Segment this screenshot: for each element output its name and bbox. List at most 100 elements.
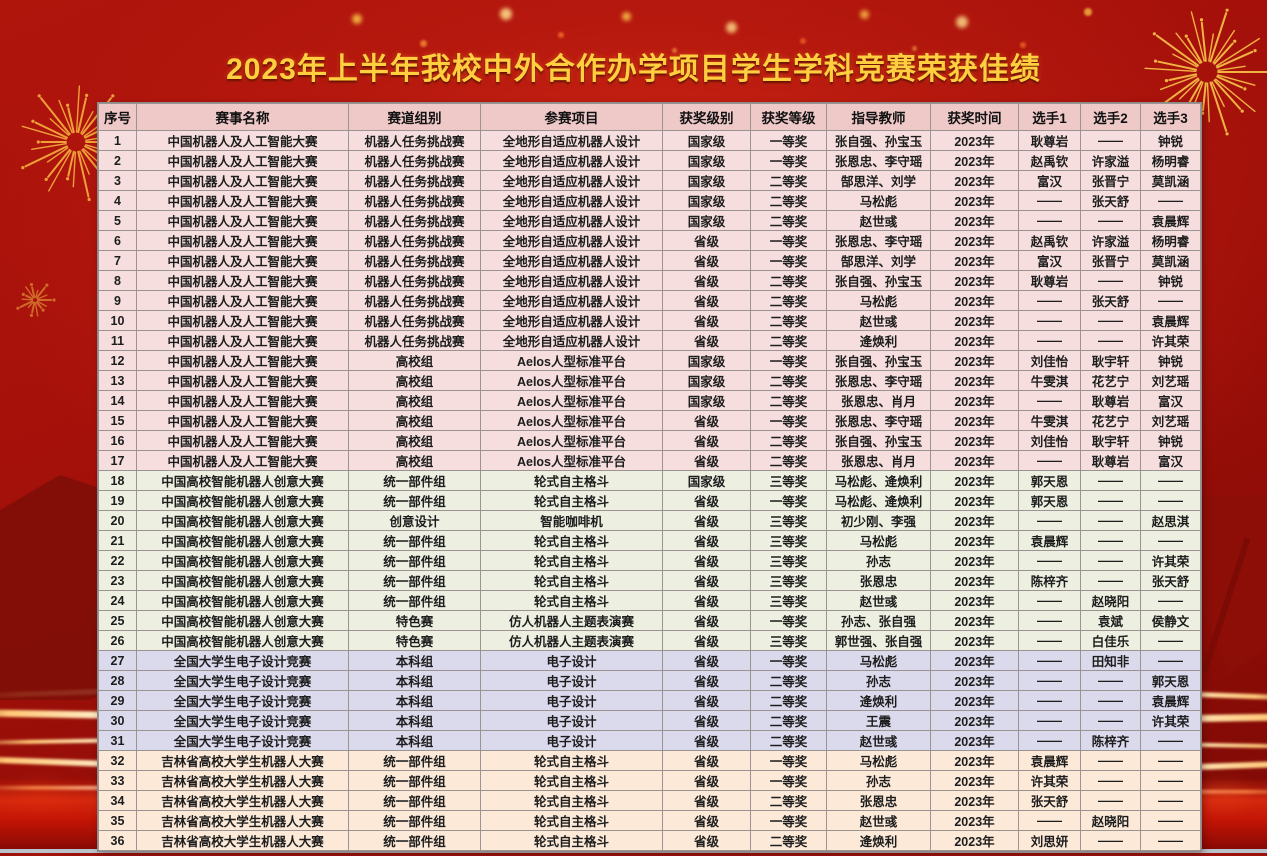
table-cell: 省级 [662, 330, 751, 351]
table-cell: 轮式自主格斗 [480, 570, 663, 591]
table-cell: —— [1140, 490, 1201, 511]
table-cell: 赵世彧 [826, 210, 931, 231]
table-cell: 张自强、孙宝玉 [826, 270, 931, 291]
table-cell: 二等奖 [750, 170, 827, 191]
row-number-cell: 36 [98, 830, 137, 851]
table-cell: Aelos人型标准平台 [480, 410, 663, 431]
row-number-cell: 32 [98, 750, 137, 771]
table-row: 26 中国高校智能机器人创意大赛 特色赛 仿人机器人主题表演赛 省级 三等奖 郭世强、张自强… [98, 630, 1201, 651]
table-cell: —— [1140, 650, 1201, 671]
table-cell: 逄焕利 [826, 830, 931, 851]
row-number-cell: 14 [98, 390, 137, 411]
table-cell: 张恩忠 [826, 790, 931, 811]
table-cell: —— [1140, 590, 1201, 611]
table-row: 19 中国高校智能机器人创意大赛 统一部件组 轮式自主格斗 省级 一等奖 马松彪、逄焕利 20… [98, 490, 1201, 511]
table-cell: 赵世彧 [826, 590, 931, 611]
column-header: 赛事名称 [136, 103, 349, 131]
table-cell: 全地形自适应机器人设计 [480, 170, 663, 191]
table-cell: 中国高校智能机器人创意大赛 [136, 550, 349, 571]
table-cell: 中国机器人及人工智能大赛 [136, 190, 349, 211]
table-cell: 2023年 [930, 730, 1019, 751]
table-row: 34 吉林省高校大学生机器人大赛 统一部件组 轮式自主格斗 省级 二等奖 张恩忠 2023年张… [98, 790, 1201, 811]
table-cell: —— [1140, 530, 1201, 551]
table-cell: 2023年 [930, 810, 1019, 831]
table-cell: 白佳乐 [1080, 630, 1141, 651]
table-cell: 中国机器人及人工智能大赛 [136, 250, 349, 271]
table-cell: 省级 [662, 250, 751, 271]
table-row: 21 中国高校智能机器人创意大赛 统一部件组 轮式自主格斗 省级 三等奖 马松彪 2023年袁… [98, 530, 1201, 551]
table-cell: 全国大学生电子设计竞赛 [136, 670, 349, 691]
table-cell: —— [1018, 550, 1081, 571]
table-cell: 国家级 [662, 130, 751, 151]
table-cell: 省级 [662, 290, 751, 311]
table-cell: 机器人任务挑战赛 [348, 130, 481, 151]
table-cell: 二等奖 [750, 290, 827, 311]
table-cell: 2023年 [930, 150, 1019, 171]
table-cell: 张天舒 [1080, 190, 1141, 211]
table-cell: 省级 [662, 710, 751, 731]
table-cell: —— [1080, 710, 1141, 731]
table-cell: 一等奖 [750, 650, 827, 671]
column-header: 选手2 [1080, 103, 1141, 131]
row-number-cell: 23 [98, 570, 137, 591]
table-cell: 国家级 [662, 390, 751, 411]
table-cell: 2023年 [930, 610, 1019, 631]
table-cell: 机器人任务挑战赛 [348, 330, 481, 351]
table-cell: 三等奖 [750, 570, 827, 591]
table-cell: 钟锐 [1140, 270, 1201, 291]
table-cell: 电子设计 [480, 710, 663, 731]
table-cell: 2023年 [930, 430, 1019, 451]
table-cell: 马松彪 [826, 190, 931, 211]
table-cell: 2023年 [930, 710, 1019, 731]
table-row: 6 中国机器人及人工智能大赛 机器人任务挑战赛 全地形自适应机器人设计 省级 一等奖 张恩忠… [98, 230, 1201, 251]
table-cell: 富汉 [1140, 390, 1201, 411]
table-cell: 中国高校智能机器人创意大赛 [136, 510, 349, 531]
table-cell: 袁晨辉 [1140, 210, 1201, 231]
table-cell: 中国机器人及人工智能大赛 [136, 270, 349, 291]
table-cell: 电子设计 [480, 670, 663, 691]
table-cell: —— [1140, 750, 1201, 771]
table-cell: 三等奖 [750, 590, 827, 611]
table-row: 16 中国机器人及人工智能大赛 高校组 Aelos人型标准平台 省级 二等奖 张自强、孙宝玉… [98, 430, 1201, 451]
table-cell: 张自强、孙宝玉 [826, 130, 931, 151]
table-cell: 王震 [826, 710, 931, 731]
table-cell: 中国机器人及人工智能大赛 [136, 230, 349, 251]
table-cell: 吉林省高校大学生机器人大赛 [136, 770, 349, 791]
table-cell: —— [1018, 510, 1081, 531]
row-number-cell: 12 [98, 350, 137, 371]
column-header: 序号 [98, 103, 137, 131]
table-cell: 陈梓齐 [1080, 730, 1141, 751]
table-cell: 马松彪、逄焕利 [826, 470, 931, 491]
table-cell: 中国机器人及人工智能大赛 [136, 210, 349, 231]
column-header: 选手3 [1140, 103, 1201, 131]
table-cell: 电子设计 [480, 650, 663, 671]
table-cell: —— [1140, 730, 1201, 751]
table-cell: 赵世彧 [826, 730, 931, 751]
table-row: 25 中国高校智能机器人创意大赛 特色赛 仿人机器人主题表演赛 省级 一等奖 孙志、张自强 2… [98, 610, 1201, 631]
row-number-cell: 8 [98, 270, 137, 291]
table-row: 13 中国机器人及人工智能大赛 高校组 Aelos人型标准平台 国家级 二等奖 张恩忠、李守… [98, 370, 1201, 391]
row-number-cell: 6 [98, 230, 137, 251]
table-row: 8 中国机器人及人工智能大赛 机器人任务挑战赛 全地形自适应机器人设计 省级 二等奖 张自强… [98, 270, 1201, 291]
table-row: 18 中国高校智能机器人创意大赛 统一部件组 轮式自主格斗 国家级 三等奖 马松彪、逄焕利 2… [98, 470, 1201, 491]
table-cell: 2023年 [930, 250, 1019, 271]
table-cell: 省级 [662, 810, 751, 831]
table-cell: 本科组 [348, 710, 481, 731]
table-row: 27 全国大学生电子设计竞赛 本科组 电子设计 省级 一等奖 马松彪 2023年 —— 田知非 —— [98, 650, 1201, 671]
table-cell: 轮式自主格斗 [480, 550, 663, 571]
table-cell: 省级 [662, 690, 751, 711]
table-cell: 2023年 [930, 210, 1019, 231]
table-cell: 三等奖 [750, 510, 827, 531]
table-cell: 统一部件组 [348, 590, 481, 611]
table-cell: 省级 [662, 730, 751, 751]
table-cell: 省级 [662, 830, 751, 851]
table-cell: 仿人机器人主题表演赛 [480, 630, 663, 651]
table-cell: 马松彪、逄焕利 [826, 490, 931, 511]
table-cell: 2023年 [930, 290, 1019, 311]
table-cell: 省级 [662, 770, 751, 791]
table-cell: 中国机器人及人工智能大赛 [136, 350, 349, 371]
table-cell: —— [1080, 690, 1141, 711]
table-cell: —— [1018, 310, 1081, 331]
table-row: 5 中国机器人及人工智能大赛 机器人任务挑战赛 全地形自适应机器人设计 国家级 二等奖 赵世… [98, 210, 1201, 231]
table-cell: 统一部件组 [348, 810, 481, 831]
